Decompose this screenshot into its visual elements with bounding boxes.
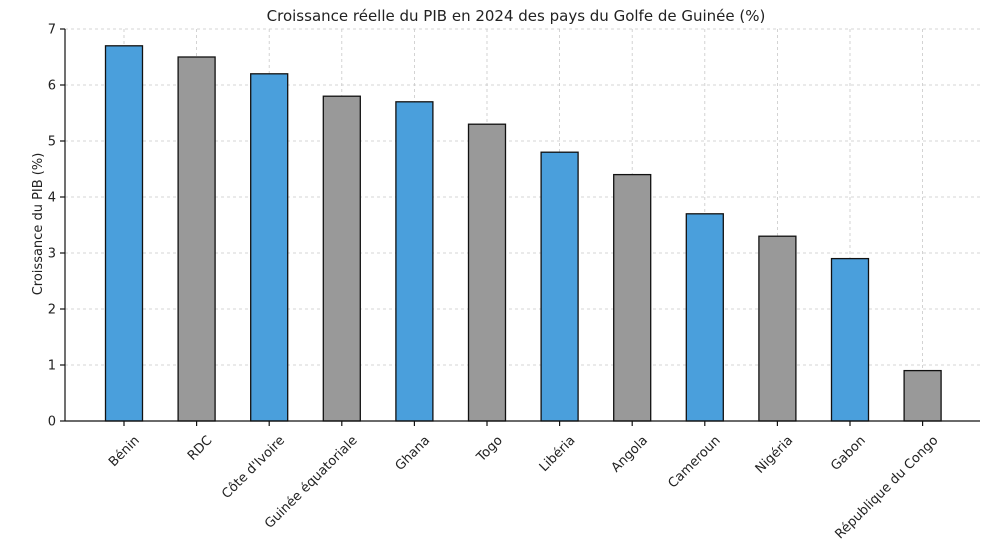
x-tick-label: Ghana [393, 433, 434, 474]
x-tick-label: Bénin [106, 433, 143, 470]
bar-rdc [177, 56, 216, 422]
bar-c-te-d-ivoire [250, 73, 289, 422]
y-axis-label: Croissance du PIB (%) [31, 153, 46, 296]
bar-togo [467, 123, 507, 422]
x-tick-label: Nigéria [753, 433, 796, 476]
bar-nig-ria [758, 235, 797, 422]
bar-ghana [395, 101, 434, 422]
y-tick-label: 0 [48, 415, 56, 430]
bar-angola [613, 173, 652, 422]
y-tick-label: 4 [48, 191, 56, 206]
x-tick-label: RDC [185, 433, 215, 463]
x-tick-label: Angola [609, 433, 651, 475]
y-tick-label: 3 [48, 247, 56, 262]
y-tick-label: 5 [48, 135, 56, 150]
y-tick-label: 7 [48, 23, 56, 38]
x-tick-label: Libéria [537, 433, 579, 475]
bar-cameroun [685, 213, 724, 422]
x-tick-label: Côte d'Ivoire [219, 433, 288, 502]
x-tick-label: Togo [473, 433, 505, 465]
bar-gabon [830, 257, 870, 422]
x-tick-label: Cameroun [666, 433, 724, 491]
bars-layer [104, 45, 942, 422]
y-tick-label: 1 [48, 359, 56, 374]
bar-guin-e-quatoriale [322, 95, 361, 422]
x-tick-label: Gabon [828, 433, 869, 474]
chart-title: Croissance réelle du PIB en 2024 des pay… [267, 7, 766, 25]
bar-r-publique-du-congo [903, 369, 942, 422]
bar-b-nin [104, 45, 144, 422]
bar-lib-ria [540, 151, 579, 422]
y-tick-label: 6 [48, 79, 56, 94]
y-tick-label: 2 [48, 303, 56, 318]
